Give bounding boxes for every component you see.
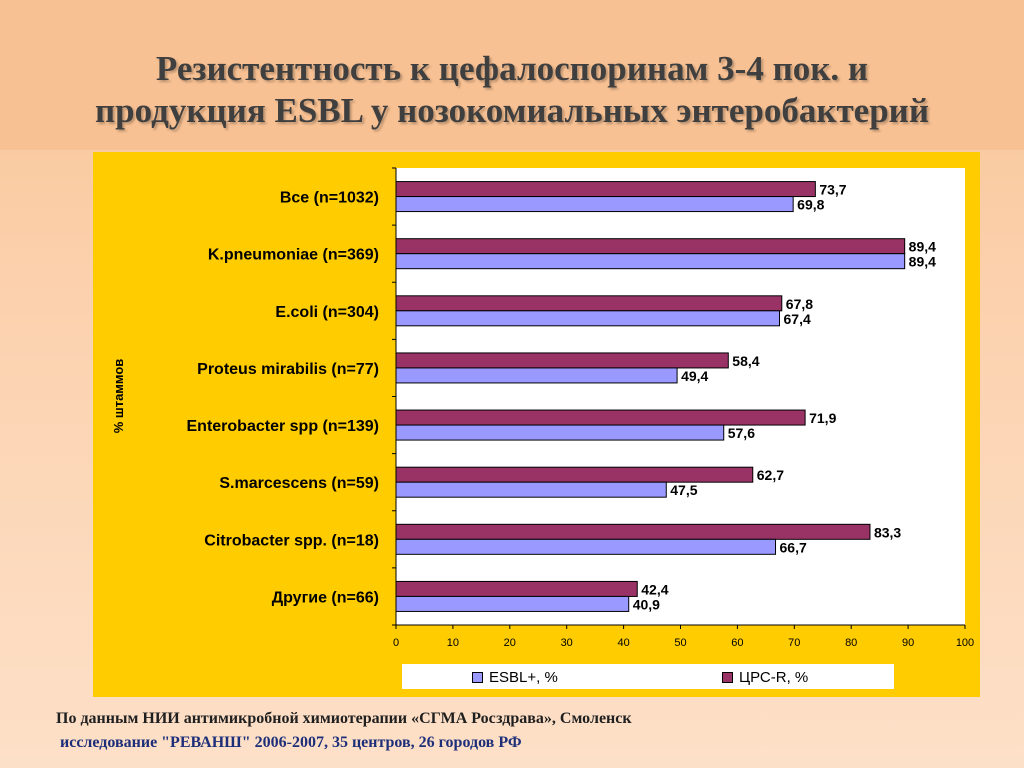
y-axis-title: % штаммов: [111, 359, 126, 434]
x-tick-label: 0: [393, 637, 399, 649]
category-label: Proteus mirabilis (n=77): [197, 361, 379, 378]
x-tick-label: 70: [788, 637, 800, 649]
data-label-cpc: 67,8: [786, 296, 813, 312]
data-label-esbl: 40,9: [633, 596, 660, 612]
x-tick-label: 10: [447, 637, 459, 649]
slide-title: Резистентность к цефалоспоринам 3-4 пок.…: [0, 48, 1024, 132]
bar-cpc: [395, 352, 729, 369]
x-tick-label: 50: [674, 637, 686, 649]
x-tick-label: 40: [617, 637, 629, 649]
data-label-esbl: 66,7: [780, 539, 807, 555]
x-tick-label: 30: [561, 637, 573, 649]
bar-esbl: [395, 595, 630, 612]
category-label: Enterobacter spp (n=139): [187, 418, 380, 435]
x-tick-label: 100: [956, 637, 974, 649]
data-label-cpc: 73,7: [819, 182, 846, 198]
data-label-cpc: 71,9: [809, 410, 836, 426]
bar-esbl: [395, 424, 725, 441]
chart-legend: ESBL+, % ЦРС-R, %: [402, 664, 894, 689]
bar-cpc: [395, 295, 783, 312]
bar-cpc: [395, 181, 816, 198]
footer-study: исследование "РЕВАНШ" 2006-2007, 35 цент…: [60, 734, 522, 751]
x-tick-label: 90: [902, 637, 914, 649]
slide-footer: По данным НИИ антимикробной химиотерапии…: [56, 707, 632, 755]
bar-esbl: [395, 367, 678, 384]
category-label: S.marcescens (n=59): [219, 475, 379, 492]
data-label-esbl: 49,4: [681, 368, 708, 384]
bar-cpc: [395, 409, 806, 426]
legend-swatch-esbl: [472, 672, 483, 683]
x-tick-label: 80: [845, 637, 857, 649]
legend-item-cpc: ЦРС-R, %: [722, 669, 808, 686]
legend-swatch-cpc: [722, 672, 733, 683]
bar-cpc: [395, 580, 638, 597]
data-label-cpc: 83,3: [874, 524, 901, 540]
data-label-cpc: 58,4: [732, 353, 759, 369]
data-label-esbl: 69,8: [797, 197, 824, 213]
bar-cpc: [395, 238, 906, 255]
bar-esbl: [395, 538, 777, 555]
title-line-1: Резистентность к цефалоспоринам 3-4 пок.…: [155, 49, 869, 88]
category-label: Все (n=1032): [280, 190, 379, 207]
legend-label-esbl: ESBL+, %: [489, 669, 558, 686]
footer-source: По данным НИИ антимикробной химиотерапии…: [56, 710, 632, 727]
title-band: [0, 0, 1024, 150]
data-label-esbl: 67,4: [784, 311, 811, 327]
category-label: E.coli (n=304): [275, 304, 379, 321]
category-label: Citrobacter spp. (n=18): [204, 532, 379, 549]
data-label-cpc: 62,7: [757, 467, 784, 483]
category-label: Другие (n=66): [272, 589, 379, 606]
data-label-cpc: 42,4: [641, 581, 668, 597]
data-label-esbl: 57,6: [728, 425, 755, 441]
data-label-esbl: 89,4: [909, 254, 936, 270]
legend-item-esbl: ESBL+, %: [472, 669, 558, 686]
bar-esbl: [395, 253, 906, 270]
bar-esbl: [395, 196, 794, 213]
plot-area: [396, 168, 965, 625]
category-label: K.pneumoniae (n=369): [208, 247, 379, 264]
bar-esbl: [395, 310, 781, 327]
bar-cpc: [395, 523, 871, 540]
data-label-esbl: 47,5: [670, 482, 697, 498]
bar-esbl: [395, 481, 667, 498]
x-tick-label: 60: [731, 637, 743, 649]
data-label-cpc: 89,4: [909, 239, 936, 255]
x-tick-label: 20: [504, 637, 516, 649]
legend-label-cpc: ЦРС-R, %: [739, 669, 809, 686]
title-line-2: продукция ESBL у нозокомиальных энтероба…: [94, 91, 930, 130]
bar-cpc: [395, 466, 754, 483]
